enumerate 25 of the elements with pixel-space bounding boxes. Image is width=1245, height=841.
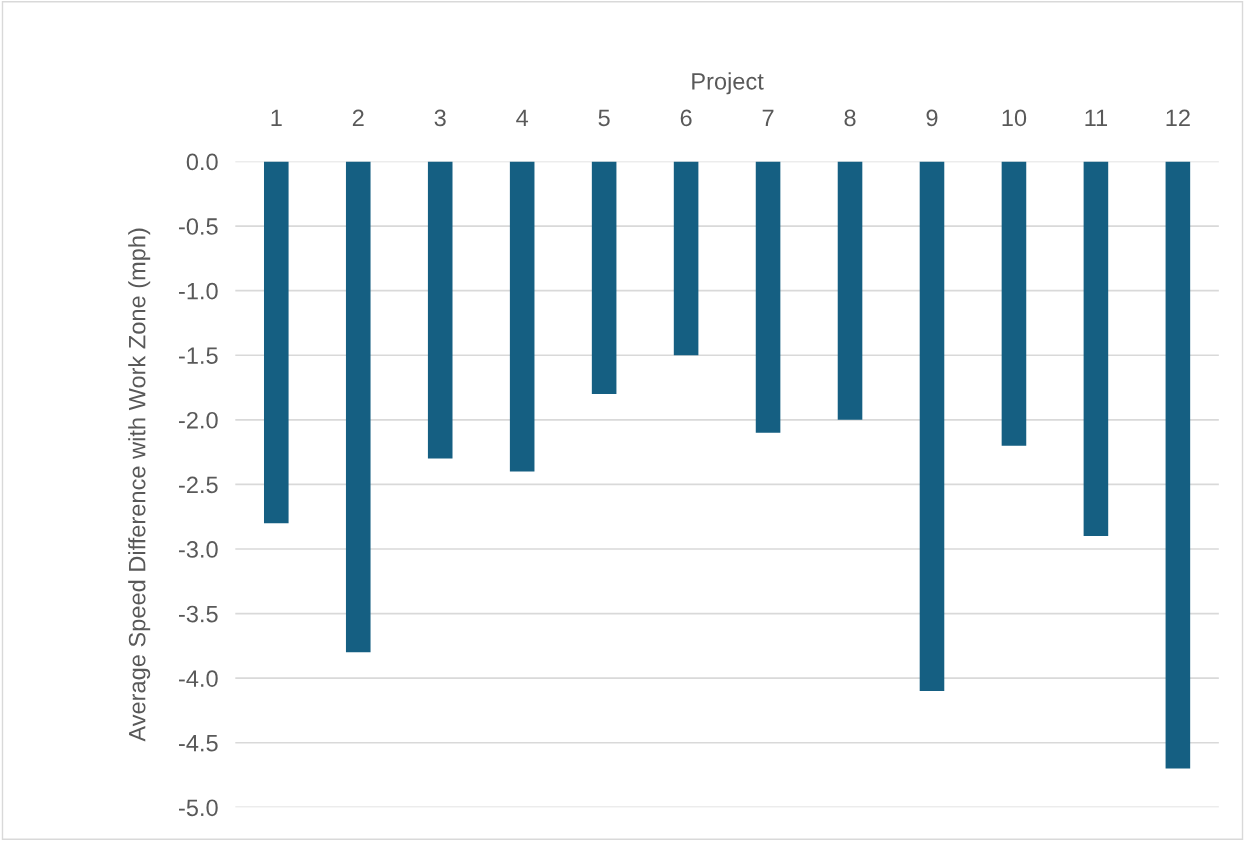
x-tick-label: 7: [762, 109, 774, 127]
x-tick-label: 11: [1085, 109, 1108, 127]
y-tick-label: -3.5: [179, 605, 218, 623]
y-tick-label: -2.0: [179, 411, 218, 429]
y-axis-title: Average Speed Difference with Work Zone (mph): [128, 228, 151, 742]
y-tick-label: -2.5: [179, 476, 218, 494]
y-tick-label: -1.5: [179, 347, 218, 365]
y-tick-label: 0.0: [186, 153, 218, 171]
x-tick-label: 4: [516, 109, 529, 127]
x-tick-label: 10: [1002, 109, 1027, 127]
y-tick-label: -3.0: [179, 541, 218, 558]
x-axis-title: Project: [692, 72, 764, 95]
y-tick-label: -4.0: [179, 670, 218, 687]
x-tick-label: 2: [352, 109, 364, 127]
x-tick-label: 6: [680, 109, 692, 127]
x-tick-label: 12: [1166, 109, 1190, 127]
x-tick-label: 5: [598, 109, 610, 127]
y-tick-label: -0.5: [179, 218, 218, 235]
y-tick-label: -4.5: [179, 735, 218, 752]
x-tick-label: 1: [271, 109, 282, 127]
y-tick-label: -1.0: [179, 282, 218, 300]
y-tick-label: -5.0: [179, 799, 218, 817]
x-tick-label: 8: [844, 109, 856, 127]
x-tick-label: 9: [926, 109, 938, 127]
x-tick-label: 3: [434, 109, 446, 127]
